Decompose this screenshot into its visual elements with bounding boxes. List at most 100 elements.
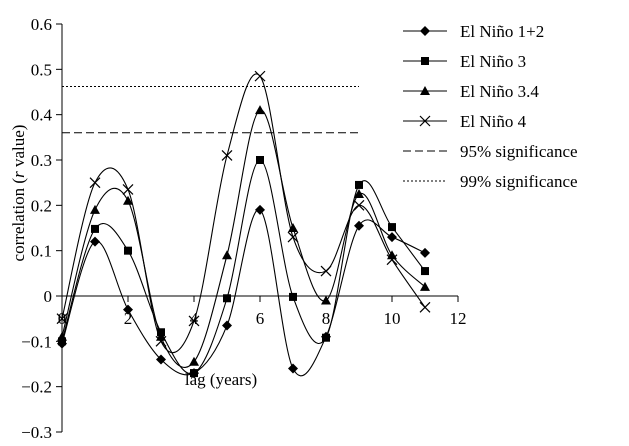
- x-marker-stroke: [56, 313, 68, 325]
- x-axis-label: lag (years): [185, 370, 257, 389]
- series-4: [56, 70, 431, 354]
- x-tick-label: 0: [58, 309, 67, 328]
- legend-item: 95% significance: [403, 142, 578, 161]
- legend-item: El Niño 1+2: [403, 22, 544, 41]
- series-group: [56, 70, 431, 379]
- legend: El Niño 1+2 El Niño 3 El Niño 3.4 El Niño 4…: [403, 22, 578, 191]
- data-point: [419, 301, 431, 313]
- y-tick-label: 0.6: [31, 15, 52, 34]
- data-point: [58, 337, 66, 346]
- y-tick-label: 0.2: [31, 196, 52, 215]
- legend-item: El Niño 3.4: [403, 82, 539, 101]
- legend-marker: [421, 57, 429, 65]
- x-tick-label: 8: [322, 309, 331, 328]
- y-tick-label: −0.2: [21, 378, 52, 397]
- y-axis-label-italic: r: [9, 171, 28, 178]
- data-point: [221, 150, 233, 161]
- x-marker-stroke: [155, 335, 167, 347]
- data-point: [222, 250, 232, 260]
- data-point: [254, 70, 266, 82]
- y-tick-label: 0.5: [31, 60, 52, 79]
- x-marker-stroke: [419, 301, 431, 313]
- data-point: [90, 204, 100, 214]
- x-marker-stroke: [320, 265, 332, 277]
- data-point: [421, 267, 429, 276]
- data-point: [420, 281, 430, 291]
- data-point: [354, 189, 364, 198]
- y-tick-label: 0.4: [31, 106, 53, 125]
- x-marker-stroke: [287, 231, 299, 243]
- y-tick-label: 0.3: [31, 151, 52, 170]
- x-marker-stroke: [254, 70, 266, 82]
- data-point: [322, 333, 330, 342]
- data-point: [190, 369, 198, 378]
- legend-marker: [420, 26, 430, 36]
- legend-label: El Niño 3.4: [460, 82, 539, 101]
- x-marker-stroke: [221, 150, 233, 161]
- axes: [56, 23, 459, 433]
- data-point: [287, 231, 299, 243]
- data-point: [89, 177, 101, 189]
- x-marker-stroke: [188, 315, 200, 327]
- tick-labels: 0.6 0.5 0.4 0.3 0.2 0.1 0 −0.1 −0.2 −0.3 0 2 4 6 8 10 12: [21, 15, 466, 442]
- data-point: [255, 105, 265, 115]
- data-point: [156, 354, 166, 365]
- series-1: [57, 204, 430, 379]
- x-tick-label: 4: [190, 309, 199, 328]
- data-point: [289, 292, 297, 301]
- data-point: [57, 331, 67, 341]
- reference-lines: [62, 86, 359, 134]
- data-point: [321, 295, 331, 305]
- x-marker-stroke: [89, 177, 101, 189]
- x-tick-label: 12: [450, 309, 467, 328]
- legend-marker: [420, 86, 430, 95]
- data-point: [255, 204, 265, 215]
- data-point: [122, 184, 134, 195]
- data-point: [320, 265, 332, 277]
- data-point: [123, 304, 133, 315]
- data-point: [288, 363, 298, 374]
- legend-item: El Niño 3: [403, 52, 526, 71]
- y-tick-label: 0: [44, 287, 53, 306]
- y-axis-label-part-1: correlation (: [9, 178, 28, 262]
- data-point: [91, 224, 99, 233]
- legend-item: 99% significance: [403, 172, 578, 191]
- data-point: [256, 156, 264, 164]
- y-tick-label: 0.1: [31, 242, 52, 261]
- legend-label: El Niño 1+2: [460, 22, 544, 41]
- series-line: [61, 209, 426, 377]
- data-point: [56, 313, 68, 325]
- legend-label: 95% significance: [460, 142, 578, 161]
- data-point: [353, 199, 365, 211]
- data-point: [387, 232, 397, 243]
- series-line: [61, 109, 426, 368]
- data-point: [189, 356, 199, 366]
- y-tick-label: −0.3: [21, 423, 52, 442]
- x-tick-label: 2: [124, 309, 133, 328]
- data-point: [188, 315, 200, 327]
- data-point: [90, 236, 100, 247]
- data-point: [223, 294, 231, 303]
- x-marker-stroke: [386, 254, 398, 266]
- legend-label: 99% significance: [460, 172, 578, 191]
- y-tick-label: −0.1: [21, 332, 52, 351]
- data-point: [222, 320, 232, 331]
- x-marker-stroke: [353, 199, 365, 211]
- legend-label: El Niño 4: [460, 112, 527, 131]
- data-point: [388, 223, 396, 232]
- x-tick-label: 6: [256, 309, 265, 328]
- x-marker-stroke: [122, 184, 134, 195]
- legend-marker: [419, 115, 431, 127]
- series-2: [58, 156, 429, 378]
- legend-item: El Niño 4: [403, 112, 527, 131]
- data-point: [354, 220, 364, 231]
- x-tick-label: 10: [384, 309, 401, 328]
- series-line: [61, 159, 426, 375]
- data-point: [355, 180, 363, 189]
- data-point: [420, 247, 430, 258]
- data-point: [123, 195, 133, 205]
- y-axis-label: correlation (r value): [9, 125, 28, 262]
- series-3: [57, 105, 430, 368]
- data-point: [124, 246, 132, 255]
